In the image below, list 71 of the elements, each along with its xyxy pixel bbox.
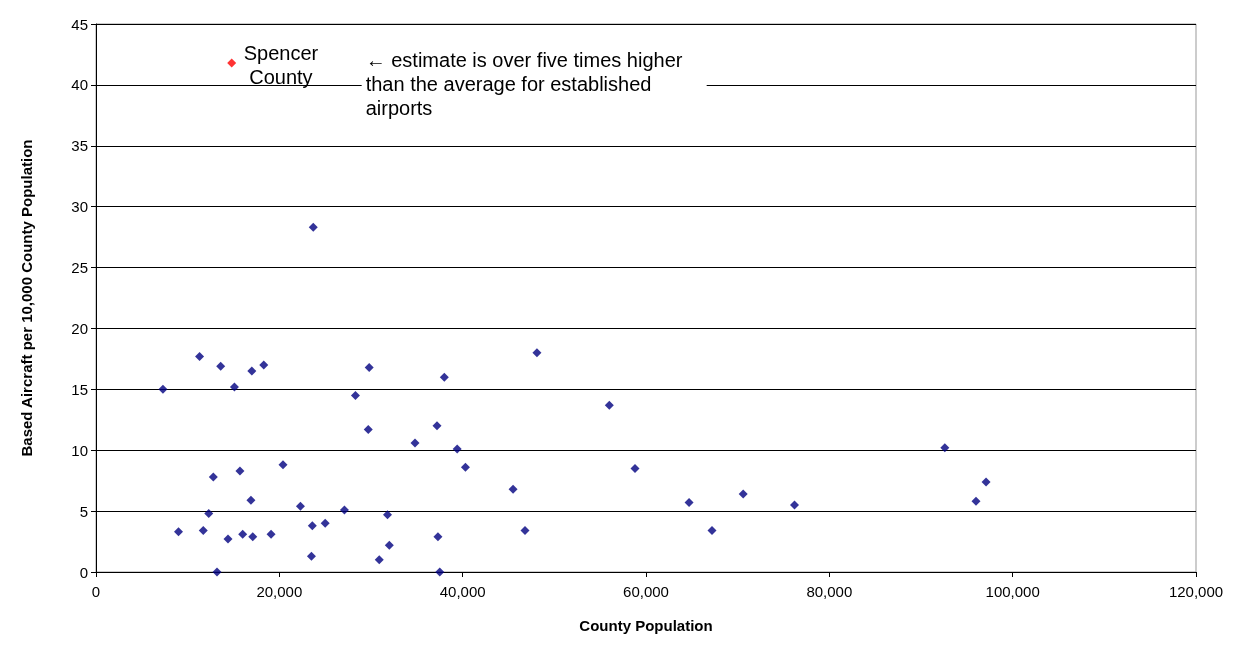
y-tick-label: 40 — [71, 76, 88, 94]
point — [216, 361, 226, 371]
point — [684, 498, 694, 508]
point — [212, 567, 222, 577]
point — [940, 443, 950, 453]
point — [235, 466, 245, 476]
x-tick-label: 40,000 — [439, 583, 486, 600]
x-tick-label: 120,000 — [1168, 583, 1224, 600]
y-tick-label: 25 — [71, 259, 88, 277]
point — [308, 222, 318, 232]
y-tick-label: 30 — [71, 198, 88, 216]
point — [247, 366, 257, 376]
point — [384, 540, 394, 550]
point — [460, 462, 470, 472]
point — [433, 532, 443, 542]
point — [158, 384, 168, 394]
point — [204, 509, 214, 519]
point — [223, 534, 233, 544]
point — [295, 501, 305, 511]
y-tick-label: 45 — [71, 15, 88, 33]
x-tick-label: 0 — [91, 583, 101, 600]
annotation: ← estimate is over five times higher than the average for established airports — [365, 48, 689, 119]
x-tick-label: 80,000 — [806, 583, 853, 600]
annotation: Spencer County — [243, 41, 319, 88]
point — [532, 348, 542, 358]
point — [320, 518, 330, 528]
point — [374, 555, 384, 565]
point — [306, 551, 316, 561]
point — [229, 382, 239, 392]
point — [198, 526, 208, 536]
x-tick-label: 20,000 — [256, 583, 303, 600]
point — [981, 477, 991, 487]
point — [246, 495, 256, 505]
point — [630, 463, 640, 473]
point — [350, 390, 360, 400]
x-axis-title: County Population — [579, 617, 713, 634]
point — [520, 526, 530, 536]
y-tick-label: 10 — [71, 441, 88, 459]
point — [364, 362, 374, 372]
point — [508, 484, 518, 494]
y-tick-label: 15 — [71, 380, 88, 398]
x-tick-label: 100,000 — [985, 583, 1040, 600]
point — [174, 527, 183, 537]
point — [452, 444, 462, 454]
point — [435, 567, 445, 577]
point — [278, 460, 288, 470]
y-tick-label: 0 — [79, 563, 88, 581]
point — [238, 529, 248, 539]
x-tick-label: 60,000 — [623, 583, 669, 600]
point — [707, 526, 717, 536]
point — [208, 472, 218, 482]
point — [410, 438, 420, 448]
point — [971, 496, 981, 506]
point — [439, 372, 449, 382]
point — [227, 58, 237, 68]
point — [738, 489, 748, 499]
y-axis-title: Based Aircraft per 10,000 County Population — [18, 139, 35, 457]
point — [259, 360, 269, 370]
point — [383, 510, 392, 520]
point — [195, 351, 205, 361]
point — [432, 421, 442, 431]
point — [790, 500, 799, 510]
point — [604, 400, 614, 410]
y-tick-label: 20 — [71, 319, 88, 337]
point — [363, 425, 373, 435]
point — [339, 505, 349, 515]
point — [266, 529, 276, 539]
y-tick-label: 35 — [71, 137, 88, 155]
y-tick-label: 5 — [79, 502, 88, 520]
point — [307, 521, 317, 531]
point — [248, 532, 258, 542]
